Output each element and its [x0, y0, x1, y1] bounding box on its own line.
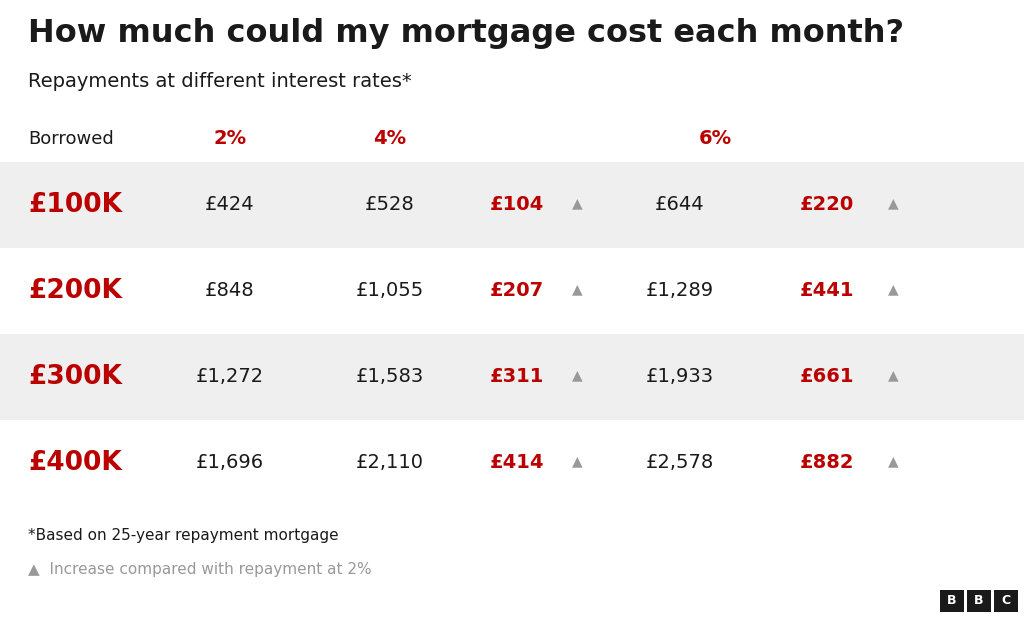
Text: ▲: ▲	[572, 196, 583, 210]
Text: £528: £528	[366, 195, 415, 215]
Text: £200K: £200K	[28, 278, 122, 304]
Text: 4%: 4%	[374, 129, 407, 148]
Bar	[967, 590, 991, 612]
Text: Repayments at different interest rates*: Repayments at different interest rates*	[28, 72, 412, 91]
Text: *Based on 25-year repayment mortgage: *Based on 25-year repayment mortgage	[28, 528, 339, 543]
Text: £1,696: £1,696	[196, 454, 264, 472]
Text: B: B	[974, 595, 984, 608]
Bar	[0, 162, 1024, 248]
Text: £644: £644	[655, 195, 705, 215]
Text: How much could my mortgage cost each month?: How much could my mortgage cost each mon…	[28, 18, 904, 49]
Text: £1,583: £1,583	[356, 368, 424, 386]
Text: £311: £311	[490, 368, 545, 386]
Bar	[0, 334, 1024, 420]
Text: C: C	[1001, 595, 1011, 608]
Text: £1,933: £1,933	[646, 368, 714, 386]
Text: £661: £661	[800, 368, 854, 386]
Bar	[0, 248, 1024, 334]
Text: £848: £848	[205, 281, 255, 301]
Text: ▲: ▲	[888, 368, 899, 382]
Text: Borrowed: Borrowed	[28, 130, 114, 148]
Text: £882: £882	[800, 454, 854, 472]
Text: £207: £207	[490, 281, 544, 301]
Text: £441: £441	[800, 281, 854, 301]
Text: ▲: ▲	[888, 282, 899, 296]
Text: 2%: 2%	[213, 129, 247, 148]
Text: £220: £220	[800, 195, 854, 215]
Text: £414: £414	[490, 454, 545, 472]
Text: £1,055: £1,055	[356, 281, 424, 301]
Text: ▲: ▲	[888, 196, 899, 210]
Bar	[0, 420, 1024, 506]
Text: £300K: £300K	[28, 364, 122, 390]
Text: £2,578: £2,578	[646, 454, 714, 472]
Text: £400K: £400K	[28, 450, 122, 476]
Text: £2,110: £2,110	[356, 454, 424, 472]
Text: ▲: ▲	[572, 368, 583, 382]
Text: ▲: ▲	[572, 454, 583, 468]
Text: ▲  Increase compared with repayment at 2%: ▲ Increase compared with repayment at 2%	[28, 562, 372, 577]
Text: 6%: 6%	[698, 129, 731, 148]
Text: ▲: ▲	[888, 454, 899, 468]
Bar	[940, 590, 964, 612]
Text: £104: £104	[490, 195, 544, 215]
Text: £100K: £100K	[28, 192, 122, 218]
Text: B: B	[947, 595, 956, 608]
Text: £424: £424	[205, 195, 255, 215]
Text: £1,289: £1,289	[646, 281, 714, 301]
Bar	[994, 590, 1018, 612]
Text: ▲: ▲	[572, 282, 583, 296]
Text: £1,272: £1,272	[196, 368, 264, 386]
